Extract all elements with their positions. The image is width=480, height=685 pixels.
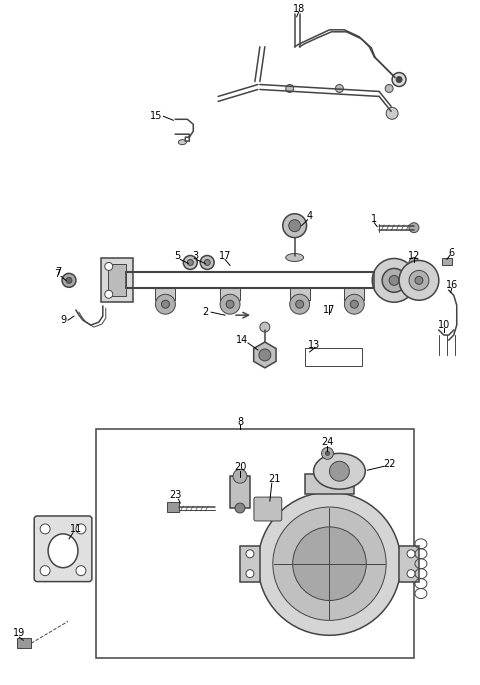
Text: 16: 16: [445, 280, 458, 290]
Text: 7: 7: [54, 269, 60, 279]
Text: 1: 1: [371, 214, 377, 224]
Circle shape: [235, 503, 245, 513]
Bar: [96, 429, 414, 658]
Circle shape: [399, 260, 439, 300]
Bar: [290, 288, 310, 300]
Circle shape: [386, 108, 398, 119]
Circle shape: [389, 275, 399, 286]
Circle shape: [382, 269, 406, 292]
Bar: [108, 264, 126, 297]
Bar: [305, 474, 354, 494]
Text: 24: 24: [321, 438, 334, 447]
Circle shape: [246, 550, 254, 558]
Circle shape: [344, 295, 364, 314]
Circle shape: [288, 220, 300, 232]
Circle shape: [105, 262, 113, 271]
Circle shape: [409, 258, 419, 267]
Circle shape: [290, 295, 310, 314]
Circle shape: [322, 447, 334, 460]
Ellipse shape: [286, 253, 304, 262]
Circle shape: [286, 84, 294, 92]
Circle shape: [392, 73, 406, 86]
Text: 21: 21: [269, 474, 281, 484]
Bar: [17, 638, 31, 648]
Circle shape: [187, 260, 193, 266]
Circle shape: [40, 566, 50, 575]
Text: 13: 13: [309, 340, 321, 350]
Text: 20: 20: [234, 462, 246, 472]
Circle shape: [283, 214, 307, 238]
Text: 14: 14: [236, 335, 248, 345]
Text: 23: 23: [169, 490, 181, 500]
Circle shape: [329, 461, 349, 481]
Text: 6: 6: [449, 247, 455, 258]
Circle shape: [415, 276, 423, 284]
Circle shape: [385, 84, 393, 92]
Text: 11: 11: [70, 524, 82, 534]
Circle shape: [220, 295, 240, 314]
Circle shape: [296, 300, 304, 308]
Circle shape: [273, 507, 386, 621]
Circle shape: [293, 527, 366, 601]
Circle shape: [204, 260, 210, 266]
FancyBboxPatch shape: [34, 516, 92, 582]
Circle shape: [62, 273, 76, 287]
Text: 22: 22: [383, 459, 396, 469]
Text: 3: 3: [192, 251, 198, 260]
Text: 17: 17: [324, 306, 336, 315]
Circle shape: [372, 258, 416, 302]
Circle shape: [407, 570, 415, 577]
Bar: [442, 258, 452, 266]
Circle shape: [161, 300, 169, 308]
Polygon shape: [253, 342, 276, 368]
Text: 18: 18: [292, 4, 305, 14]
Text: 9: 9: [60, 315, 66, 325]
Circle shape: [260, 322, 270, 332]
Circle shape: [233, 469, 247, 483]
Circle shape: [259, 349, 271, 361]
Circle shape: [246, 570, 254, 577]
Bar: [305, 348, 362, 366]
Circle shape: [183, 256, 197, 269]
Text: 7: 7: [55, 267, 61, 277]
Text: 19: 19: [13, 628, 25, 638]
Ellipse shape: [48, 534, 78, 568]
Text: 17: 17: [219, 251, 231, 260]
Text: 10: 10: [438, 320, 450, 330]
Circle shape: [156, 295, 175, 314]
Circle shape: [409, 271, 429, 290]
Circle shape: [409, 223, 419, 233]
Bar: [399, 546, 419, 582]
Text: 15: 15: [150, 112, 163, 121]
Circle shape: [76, 566, 86, 575]
Text: 4: 4: [307, 211, 312, 221]
Circle shape: [350, 300, 358, 308]
Bar: [240, 546, 260, 582]
Ellipse shape: [313, 453, 365, 489]
Bar: [156, 288, 175, 300]
Text: 2: 2: [202, 307, 208, 317]
Circle shape: [325, 451, 329, 456]
Text: 8: 8: [237, 416, 243, 427]
Bar: [230, 476, 250, 508]
Circle shape: [66, 277, 72, 284]
Circle shape: [407, 550, 415, 558]
Ellipse shape: [179, 140, 186, 145]
Bar: [344, 288, 364, 300]
Circle shape: [336, 84, 343, 92]
Circle shape: [200, 256, 214, 269]
Bar: [220, 288, 240, 300]
Circle shape: [40, 524, 50, 534]
FancyBboxPatch shape: [254, 497, 282, 521]
Text: 5: 5: [174, 251, 180, 260]
Circle shape: [396, 77, 402, 82]
Bar: [101, 258, 132, 302]
Circle shape: [76, 524, 86, 534]
Circle shape: [258, 492, 401, 635]
Bar: [168, 502, 180, 512]
Circle shape: [105, 290, 113, 298]
Text: 12: 12: [408, 251, 420, 260]
Circle shape: [226, 300, 234, 308]
